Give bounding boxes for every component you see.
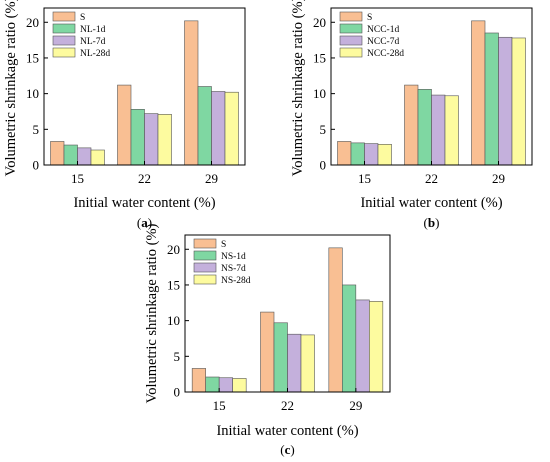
legend-swatch bbox=[339, 35, 363, 46]
bar bbox=[342, 284, 357, 393]
y-tick-label: 20 bbox=[26, 15, 39, 30]
bar bbox=[498, 36, 513, 166]
bar bbox=[117, 84, 132, 166]
bar bbox=[184, 20, 199, 166]
legend-label: NCC-28d bbox=[367, 49, 404, 59]
y-axis-label: Volumetric shrinkage ratio (%) bbox=[3, 0, 19, 176]
y-tick-label: 15 bbox=[313, 50, 326, 65]
bar bbox=[77, 147, 92, 166]
legend-label: S bbox=[221, 240, 226, 250]
bar bbox=[404, 84, 419, 166]
y-axis-label: Volumetric shrinkage ratio (%) bbox=[290, 0, 306, 176]
bar bbox=[300, 334, 315, 393]
y-tick-label: 0 bbox=[174, 385, 181, 400]
legend-label: NCC-7d bbox=[367, 37, 399, 47]
x-axis-label: Initial water content (%) bbox=[73, 195, 215, 211]
y-tick-label: 10 bbox=[26, 86, 39, 101]
y-tick-label: 10 bbox=[313, 86, 326, 101]
bar bbox=[218, 377, 233, 393]
legend-label: NS-7d bbox=[221, 264, 246, 274]
legend-swatch bbox=[193, 262, 217, 273]
bar bbox=[431, 94, 446, 166]
legend-swatch bbox=[339, 23, 363, 34]
legend-label: NL-28d bbox=[80, 49, 110, 59]
panel-label: (c) bbox=[280, 442, 294, 457]
y-axis-label: Volumetric shrinkage ratio (%) bbox=[144, 223, 160, 403]
y-tick-label: 15 bbox=[26, 50, 39, 65]
legend-label: S bbox=[80, 13, 85, 23]
y-tick-label: 10 bbox=[167, 313, 180, 328]
bar bbox=[90, 149, 105, 166]
bar bbox=[191, 368, 206, 393]
bar bbox=[224, 91, 239, 166]
legend-label: NCC-1d bbox=[367, 25, 399, 35]
bar bbox=[260, 311, 275, 393]
x-tick-label: 15 bbox=[71, 171, 84, 186]
bar bbox=[484, 32, 499, 166]
bar bbox=[63, 144, 78, 166]
bar bbox=[369, 301, 384, 393]
bar bbox=[337, 141, 352, 166]
y-tick-label: 20 bbox=[167, 242, 180, 257]
bar bbox=[350, 142, 365, 166]
bar bbox=[377, 144, 392, 166]
x-tick-label: 15 bbox=[213, 398, 226, 413]
bar bbox=[50, 141, 65, 166]
y-tick-label: 20 bbox=[313, 15, 326, 30]
bar bbox=[130, 109, 145, 166]
chart-panel-1: 0 5 10 15 20 15 22 29 S NL-1d NL-7d NL-28d Volumetri… bbox=[3, 0, 246, 230]
bar bbox=[205, 376, 220, 393]
bar bbox=[287, 333, 302, 393]
x-tick-label: 29 bbox=[349, 398, 362, 413]
bar bbox=[211, 91, 226, 166]
bar bbox=[364, 143, 379, 166]
legend-swatch bbox=[52, 23, 76, 34]
x-axis-label: Initial water content (%) bbox=[360, 195, 502, 211]
legend-label: NS-28d bbox=[221, 276, 251, 286]
chart-panel-3: 0 5 10 15 20 15 22 29 S NS-1d NS-7d NS-28d Volumetri… bbox=[144, 223, 391, 457]
x-tick-label: 22 bbox=[425, 171, 438, 186]
legend-swatch bbox=[339, 11, 363, 22]
x-tick-label: 15 bbox=[358, 171, 371, 186]
y-tick-label: 5 bbox=[320, 122, 327, 137]
legend-label: S bbox=[367, 13, 372, 23]
y-tick-label: 0 bbox=[320, 158, 327, 173]
bar bbox=[471, 20, 486, 166]
legend-label: NL-1d bbox=[80, 25, 106, 35]
chart-panel-2: 0 5 10 15 20 15 22 29 S NCC-1d NCC-7d NCC-28d Volume… bbox=[290, 0, 533, 230]
bar bbox=[328, 247, 343, 393]
legend-swatch bbox=[52, 35, 76, 46]
bar bbox=[232, 378, 247, 393]
bar bbox=[197, 86, 212, 166]
legend-label: NS-1d bbox=[221, 252, 246, 262]
legend-swatch bbox=[52, 11, 76, 22]
x-tick-label: 29 bbox=[205, 171, 218, 186]
bar bbox=[273, 322, 288, 393]
y-tick-label: 5 bbox=[174, 349, 181, 364]
legend-swatch bbox=[52, 47, 76, 58]
legend-swatch bbox=[193, 238, 217, 249]
panel-label: (b) bbox=[424, 215, 440, 230]
bar bbox=[355, 299, 370, 393]
bar bbox=[511, 37, 526, 166]
legend-swatch bbox=[193, 274, 217, 285]
x-tick-label: 22 bbox=[138, 171, 151, 186]
x-axis-label: Initial water content (%) bbox=[216, 423, 358, 439]
bar bbox=[157, 114, 172, 166]
bar bbox=[444, 95, 459, 166]
y-tick-label: 0 bbox=[33, 158, 40, 173]
legend-swatch bbox=[193, 250, 217, 261]
legend-swatch bbox=[339, 47, 363, 58]
bar bbox=[144, 113, 159, 166]
y-tick-label: 5 bbox=[33, 122, 40, 137]
bar bbox=[417, 89, 432, 166]
x-tick-label: 22 bbox=[281, 398, 294, 413]
legend-label: NL-7d bbox=[80, 37, 106, 47]
x-tick-label: 29 bbox=[492, 171, 505, 186]
panel-label: (a) bbox=[137, 215, 152, 230]
y-tick-label: 15 bbox=[167, 277, 180, 292]
